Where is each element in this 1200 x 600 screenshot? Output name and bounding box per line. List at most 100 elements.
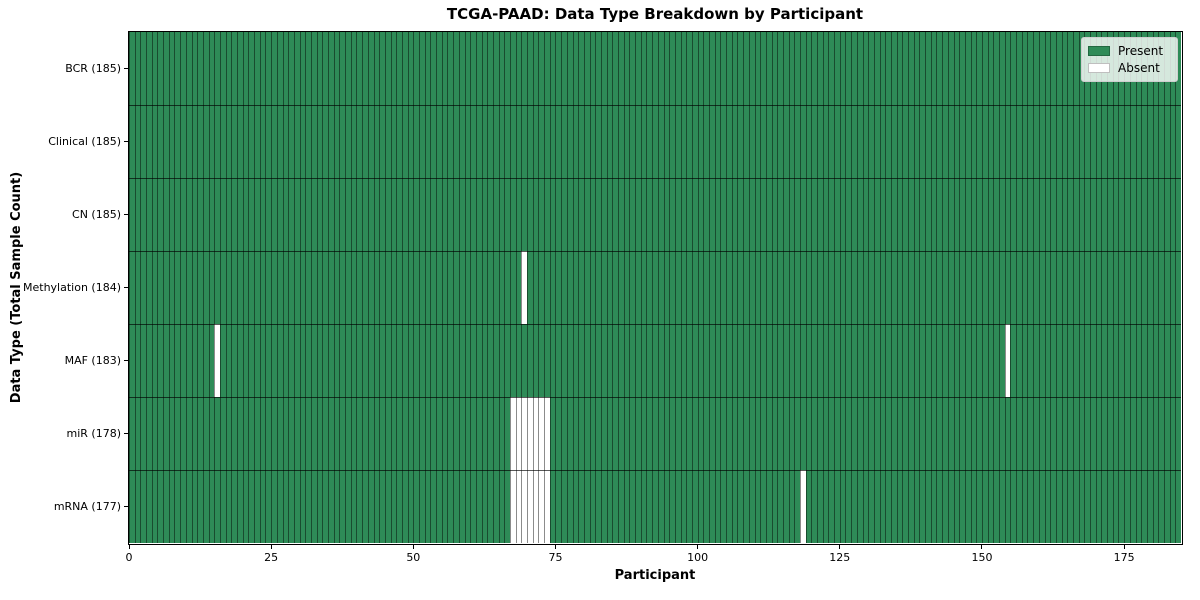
- matrix-cell: [527, 251, 534, 324]
- matrix-cell: [339, 470, 346, 543]
- matrix-cell: [817, 178, 824, 251]
- matrix-cell: [890, 397, 898, 470]
- matrix-cell: [441, 251, 448, 324]
- matrix-cell: [646, 105, 653, 178]
- matrix-cell: [663, 251, 670, 324]
- matrix-cell: [794, 470, 801, 543]
- matrix-cell: [1016, 470, 1023, 543]
- matrix-cell: [282, 178, 289, 251]
- matrix-cell: [657, 397, 664, 470]
- matrix-cell: [726, 178, 733, 251]
- matrix-cell: [703, 397, 710, 470]
- matrix-cell: [219, 470, 227, 543]
- matrix-cell: [640, 178, 647, 251]
- matrix-cell: [811, 251, 818, 324]
- legend-item-present: Present: [1088, 44, 1171, 58]
- matrix-cell: [333, 397, 340, 470]
- matrix-cell: [1078, 251, 1085, 324]
- matrix-cell: [1152, 397, 1159, 470]
- x-tick-label: 75: [548, 551, 563, 564]
- matrix-cell: [999, 251, 1006, 324]
- matrix-cell: [1050, 105, 1057, 178]
- matrix-cell: [845, 397, 852, 470]
- matrix-cell: [868, 32, 875, 105]
- matrix-cell: [629, 251, 636, 324]
- matrix-cell: [953, 397, 960, 470]
- matrix-cell: [396, 324, 403, 397]
- matrix-cell: [669, 251, 676, 324]
- matrix-cell: [726, 470, 733, 543]
- matrix-cell: [646, 32, 653, 105]
- matrix-cell: [987, 397, 994, 470]
- matrix-cell: [458, 105, 465, 178]
- matrix-cell: [743, 178, 750, 251]
- matrix-cell: [885, 251, 892, 324]
- matrix-cell: [310, 470, 318, 543]
- matrix-cell: [282, 105, 289, 178]
- matrix-cell: [760, 397, 767, 470]
- matrix-cell: [350, 470, 357, 543]
- matrix-cell: [356, 178, 363, 251]
- matrix-cell: [822, 251, 829, 324]
- matrix-cell: [953, 105, 960, 178]
- matrix-cell: [413, 32, 420, 105]
- matrix-cell: [1158, 105, 1165, 178]
- matrix-cell: [367, 324, 374, 397]
- matrix-cell: [407, 105, 414, 178]
- matrix-cell: [180, 324, 187, 397]
- matrix-cell: [862, 32, 869, 105]
- matrix-row-mir: [129, 397, 1181, 470]
- matrix-cell: [908, 397, 915, 470]
- matrix-cell: [947, 324, 955, 397]
- matrix-cell: [390, 251, 397, 324]
- matrix-row-bcr: [129, 32, 1181, 105]
- matrix-cell: [481, 324, 488, 397]
- matrix-cell: [487, 324, 494, 397]
- row-separator: [129, 104, 1181, 106]
- matrix-cell: [834, 397, 841, 470]
- matrix-cell: [669, 397, 676, 470]
- matrix-cell: [743, 32, 750, 105]
- matrix-cell: [504, 470, 511, 543]
- matrix-cell: [760, 470, 767, 543]
- matrix-cell: [248, 324, 255, 397]
- matrix-cell: [259, 397, 266, 470]
- matrix-cell: [310, 32, 318, 105]
- matrix-cell: [475, 32, 483, 105]
- matrix-cell: [851, 324, 858, 397]
- matrix-cell: [936, 324, 943, 397]
- matrix-cell: [760, 251, 767, 324]
- matrix-cell: [896, 324, 903, 397]
- matrix-cell: [1038, 470, 1045, 543]
- legend-label-present: Present: [1118, 43, 1164, 58]
- matrix-cell: [964, 251, 972, 324]
- legend-label-absent: Absent: [1118, 61, 1160, 76]
- matrix-cell: [379, 251, 386, 324]
- matrix-cell: [168, 324, 175, 397]
- matrix-cell: [856, 105, 864, 178]
- matrix-cell: [470, 178, 477, 251]
- matrix-cell: [407, 251, 414, 324]
- matrix-cell: [373, 178, 380, 251]
- matrix-cell: [1163, 251, 1171, 324]
- matrix-cell: [1129, 470, 1136, 543]
- matrix-cell: [356, 397, 363, 470]
- matrix-cell: [242, 105, 249, 178]
- matrix-cell: [737, 324, 744, 397]
- matrix-cell: [600, 32, 608, 105]
- matrix-cell: [873, 470, 881, 543]
- matrix-cell: [345, 397, 352, 470]
- matrix-cell: [1027, 397, 1034, 470]
- matrix-cell: [487, 32, 494, 105]
- matrix-cell: [413, 251, 420, 324]
- matrix-cell: [475, 324, 483, 397]
- matrix-cell: [191, 324, 198, 397]
- matrix-cell: [657, 32, 664, 105]
- matrix-cell: [737, 178, 744, 251]
- matrix-cell: [976, 178, 983, 251]
- matrix-cell: [902, 178, 909, 251]
- matrix-cell: [1021, 105, 1028, 178]
- matrix-cell: [231, 105, 238, 178]
- matrix-cell: [680, 105, 687, 178]
- matrix-cell: [1004, 105, 1011, 178]
